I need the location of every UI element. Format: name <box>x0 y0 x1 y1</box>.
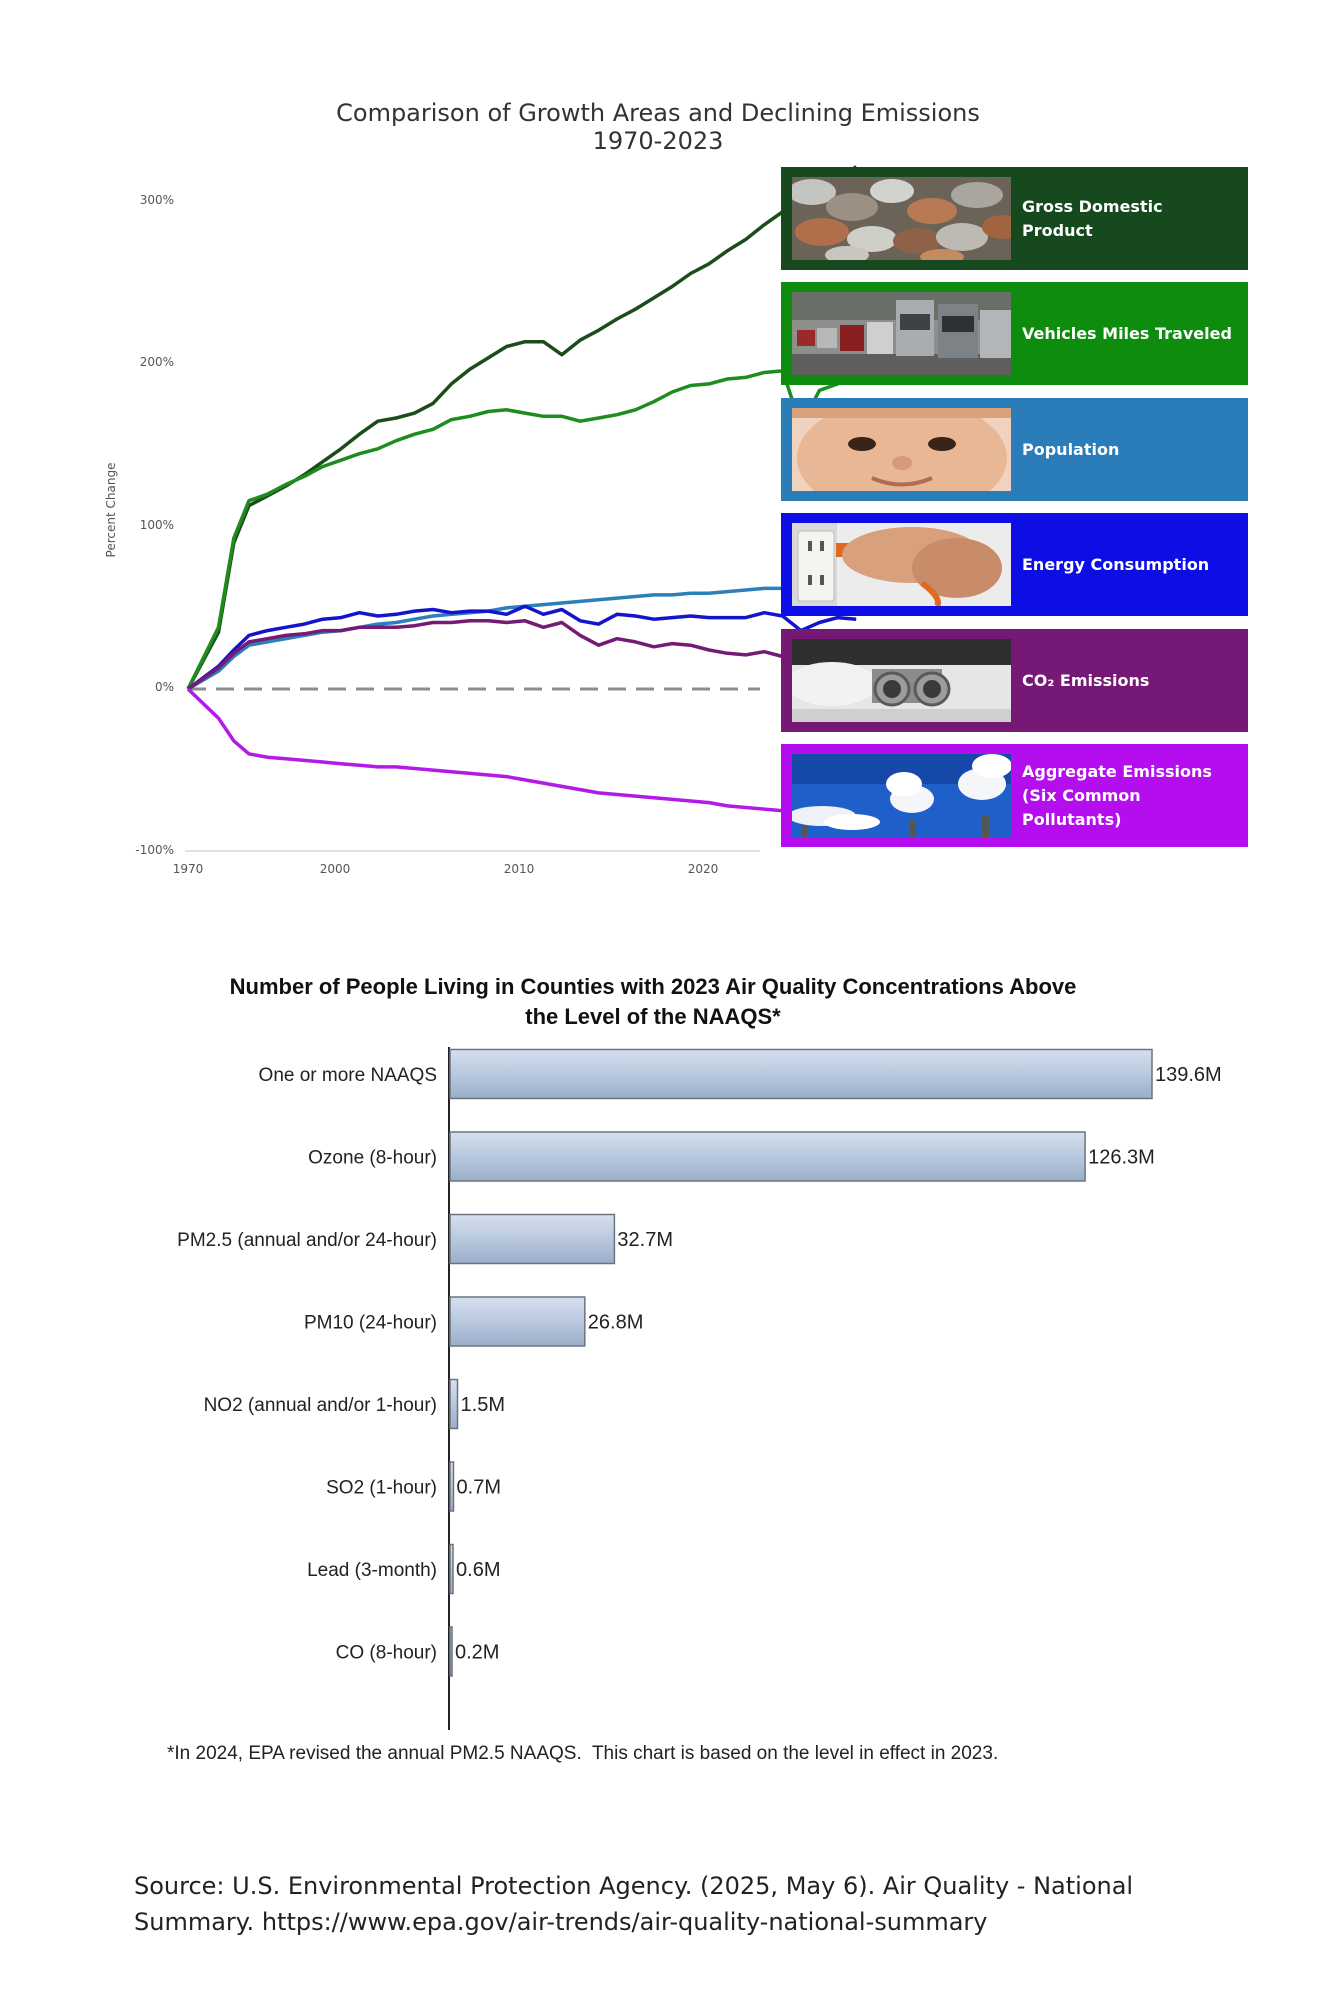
legend-item-population: Population <box>781 398 1248 501</box>
line-chart-title: Comparison of Growth Areas and Declining… <box>336 99 980 127</box>
legend-item-aggregate-emissions: Aggregate Emissions (Six Common Pollutan… <box>781 744 1248 847</box>
growth-emissions-line-chart: Comparison of Growth Areas and Declining… <box>104 99 980 876</box>
bar-chart-footnote: *In 2024, EPA revised the annual PM2.5 N… <box>167 1743 998 1764</box>
legend-item-co2: CO₂ Emissions <box>781 629 1248 732</box>
legend-label: Gross Domestic Product <box>1022 196 1163 240</box>
baby-photo <box>792 408 1011 491</box>
category-label: Lead (3-month) <box>307 1560 437 1581</box>
legend-label: Population <box>1022 439 1120 459</box>
series-line-aggregate-emissions-six-common-pollutants <box>186 687 857 818</box>
smokestack-photo <box>792 754 1011 837</box>
bar <box>449 1626 453 1677</box>
y-axis-label: Percent Change <box>104 463 118 558</box>
legend-item-energy: Energy Consumption <box>781 513 1248 616</box>
bar-value-label: 0.7M <box>457 1477 501 1499</box>
category-label: PM10 (24-hour) <box>304 1313 437 1334</box>
legend-label: Aggregate Emissions (Six Common Pollutan… <box>1022 761 1212 829</box>
series-line-gross-domestic-product <box>186 165 858 690</box>
series-line-co-emissions <box>187 619 857 691</box>
line-chart-subtitle: 1970-2023 <box>593 127 724 155</box>
legend-item-gdp: Gross Domestic Product <box>781 167 1248 270</box>
series-line-population <box>187 583 857 691</box>
series-line-vehicles-miles-traveled <box>186 369 858 690</box>
bar <box>449 1378 459 1430</box>
legend-item-vmt: Vehicles Miles Traveled <box>781 282 1248 385</box>
category-label: SO2 (1-hour) <box>326 1478 437 1499</box>
x-tick-label: 1970 <box>173 862 204 876</box>
bar-value-label: 0.6M <box>456 1559 500 1581</box>
bar-value-label: 1.5M <box>461 1394 505 1416</box>
y-tick-label: 0% <box>155 680 174 694</box>
bar <box>449 1543 454 1595</box>
category-label: CO (8-hour) <box>336 1643 437 1664</box>
legend-label: Vehicles Miles Traveled <box>1022 323 1232 343</box>
bar-chart-title-line1: Number of People Living in Counties with… <box>230 974 1077 999</box>
source-citation: Source: U.S. Environmental Protection Ag… <box>134 1872 1134 1936</box>
bar-value-label: 26.8M <box>588 1312 644 1334</box>
bar <box>449 1296 586 1347</box>
series-lines <box>186 165 858 818</box>
x-tick-label: 2000 <box>320 862 351 876</box>
electric-plug-photo <box>792 523 1011 606</box>
exhaust-pipe-photo <box>792 639 1011 722</box>
y-tick-label: -100% <box>135 843 174 857</box>
bar <box>449 1461 455 1512</box>
y-tick-label: 300% <box>140 193 174 207</box>
traffic-photo <box>792 292 1011 375</box>
bar-value-label: 0.2M <box>455 1642 499 1664</box>
category-label: NO2 (annual and/or 1-hour) <box>204 1395 437 1416</box>
series-line-energy-consumption <box>186 604 857 691</box>
legend-label: CO₂ Emissions <box>1022 670 1150 690</box>
category-label: One or more NAAQS <box>259 1065 437 1086</box>
bar-value-label: 32.7M <box>617 1229 673 1251</box>
naaqs-bar-chart: Number of People Living in Counties with… <box>167 974 1222 1764</box>
bar-chart-title-line2: the Level of the NAAQS* <box>525 1004 781 1029</box>
category-label: PM2.5 (annual and/or 24-hour) <box>177 1230 437 1251</box>
bar <box>449 1048 1153 1100</box>
coins-photo <box>792 177 1011 260</box>
bar-value-label: 139.6M <box>1155 1064 1222 1086</box>
bar <box>449 1213 616 1265</box>
y-tick-label: 100% <box>140 518 174 532</box>
x-tick-label: 2010 <box>504 862 535 876</box>
category-label: Ozone (8-hour) <box>308 1148 437 1169</box>
x-tick-label: 2020 <box>688 862 719 876</box>
y-tick-label: 200% <box>140 355 174 369</box>
legend-label: Energy Consumption <box>1022 554 1210 574</box>
bar-value-label: 126.3M <box>1088 1147 1155 1169</box>
bars: One or more NAAQS 139.6M Ozone (8-hour) 126… <box>177 1048 1222 1677</box>
bar <box>449 1131 1086 1182</box>
